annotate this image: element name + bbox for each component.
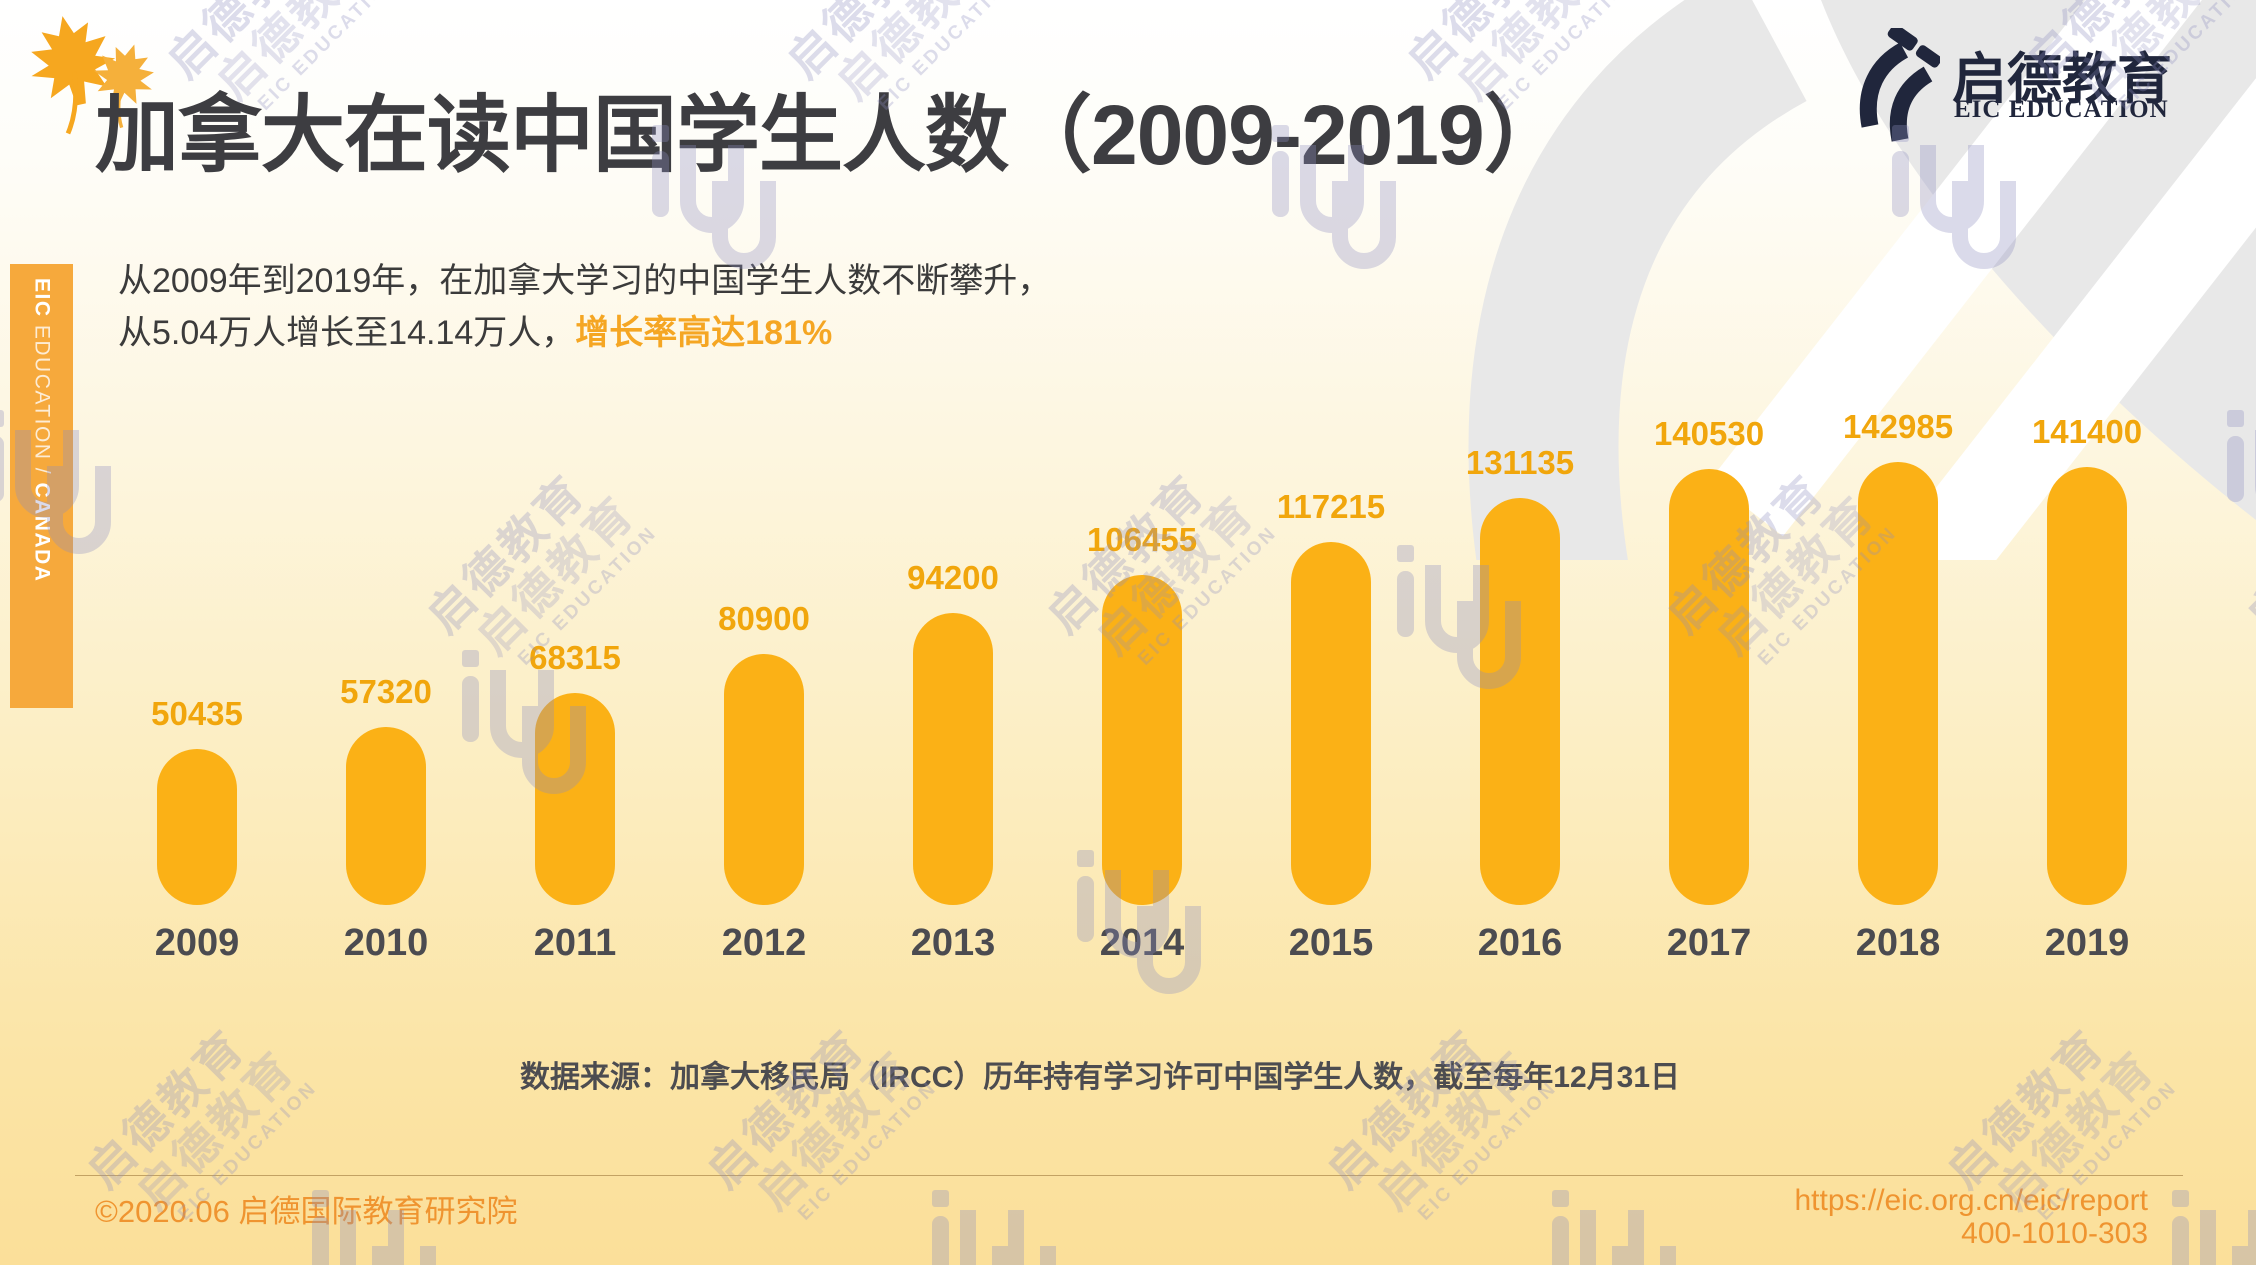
intro-line-1: 从2009年到2019年，在加拿大学习的中国学生人数不断攀升， — [118, 262, 1052, 300]
bar-chart: 50435 2009 57320 2010 68315 2011 80900 2012 9420… — [104, 395, 2180, 964]
maple-leaves-decoration — [4, 8, 224, 158]
sidebar-tab-canada: EIC EDUCATION / CANADA — [10, 264, 73, 708]
bar-value-label: 106455 — [1086, 521, 1198, 558]
bar-year-label: 2018 — [1855, 922, 1941, 964]
bar-year-label: 2009 — [154, 922, 240, 964]
bar — [2047, 467, 2127, 905]
bar-year-label: 2015 — [1288, 922, 1374, 964]
bar-column: 117215 2015 — [1238, 395, 1424, 964]
bar-value-label: 94200 — [907, 559, 999, 596]
bar-value-label: 50435 — [151, 695, 243, 732]
footer-report-url[interactable]: https://eic.org.cn/eic/report — [1794, 1184, 2149, 1217]
bar-value-label: 117215 — [1276, 488, 1386, 525]
bar-column: 141400 2019 — [1994, 395, 2180, 964]
bar — [1291, 542, 1371, 905]
eic-logo-mark-icon — [1859, 28, 1940, 142]
bar-value-label: 141400 — [2031, 413, 2143, 450]
maple-leaf-icon — [93, 44, 154, 129]
bar-column: 142985 2018 — [1805, 395, 1991, 964]
bar-value-label: 142985 — [1842, 408, 1954, 445]
bar — [913, 613, 993, 905]
bar-column: 68315 2011 — [482, 395, 668, 964]
bar-year-label: 2013 — [910, 922, 996, 964]
eic-swoosh-graphic — [1468, 0, 2256, 598]
footer-copyright: ©2020.06 启德国际教育研究院 — [95, 1194, 518, 1229]
eic-swoosh-decoration — [1436, 0, 2256, 598]
bar — [1480, 498, 1560, 905]
bar-column: 94200 2013 — [860, 395, 1046, 964]
sidebar-tab-country: CANADA — [30, 482, 54, 583]
intro-line-2-prefix: 从5.04万人增长至14.14万人， — [118, 314, 576, 352]
bar-column: 106455 2014 — [1049, 395, 1235, 964]
bar-year-label: 2010 — [343, 922, 429, 964]
eic-logo: 启德教育 EIC EDUCATION — [1840, 26, 2180, 146]
bar — [157, 749, 237, 905]
footer-contact: https://eic.org.cn/eic/report 400-1010-3… — [1795, 1184, 2149, 1250]
maple-leaves-graphic — [31, 16, 154, 135]
maple-leaf-icon — [31, 16, 116, 135]
page-title: 加拿大在读中国学生人数（2009-2019） — [95, 88, 1568, 182]
bar-value-label: 140530 — [1653, 415, 1765, 452]
watermark-eic-mark-icon — [2160, 1180, 2256, 1265]
bar-year-label: 2011 — [533, 922, 617, 964]
intro-line-2: 从5.04万人增长至14.14万人，增长率高达181% — [118, 307, 1051, 359]
footer-divider — [75, 1175, 2183, 1176]
sidebar-tab-education: EDUCATION / — [30, 317, 54, 483]
bar-value-label: 80900 — [718, 600, 810, 637]
bar-year-label: 2017 — [1666, 922, 1752, 964]
bar-value-label: 131135 — [1465, 444, 1575, 481]
bar-value-label: 68315 — [529, 639, 621, 676]
bar — [724, 654, 804, 905]
sidebar-tab-eic: EIC — [30, 278, 54, 318]
bar-column: 131135 2016 — [1427, 395, 1613, 964]
bar — [1669, 469, 1749, 905]
bar-value-label: 57320 — [340, 673, 432, 710]
bar-column: 140530 2017 — [1616, 395, 1802, 964]
intro-text: 从2009年到2019年，在加拿大学习的中国学生人数不断攀升， 从5.04万人增… — [118, 255, 1051, 359]
bar — [1102, 575, 1182, 905]
bar-column: 57320 2010 — [293, 395, 479, 964]
watermark-eic-mark-icon — [920, 1180, 1060, 1265]
eic-logo-name-en: EIC EDUCATION — [1954, 96, 2169, 123]
data-source-note: 数据来源：加拿大移民局（IRCC）历年持有学习许可中国学生人数，截至每年12月3… — [519, 1061, 1681, 1094]
bar-year-label: 2014 — [1099, 922, 1185, 964]
bar — [535, 693, 615, 905]
eic-logo-name-cn: 启德教育 — [1952, 48, 2173, 110]
bar-year-label: 2012 — [721, 922, 807, 964]
watermark-eic-mark-icon — [1540, 1180, 1680, 1265]
bar-year-label: 2019 — [2044, 922, 2130, 964]
bar — [346, 727, 426, 905]
intro-highlight: 增长率高达181% — [575, 314, 833, 352]
bar-year-label: 2016 — [1477, 922, 1563, 964]
bar-column: 50435 2009 — [104, 395, 290, 964]
footer-phone: 400-1010-303 — [1961, 1217, 2148, 1250]
bar — [1858, 462, 1938, 905]
bar-column: 80900 2012 — [671, 395, 857, 964]
